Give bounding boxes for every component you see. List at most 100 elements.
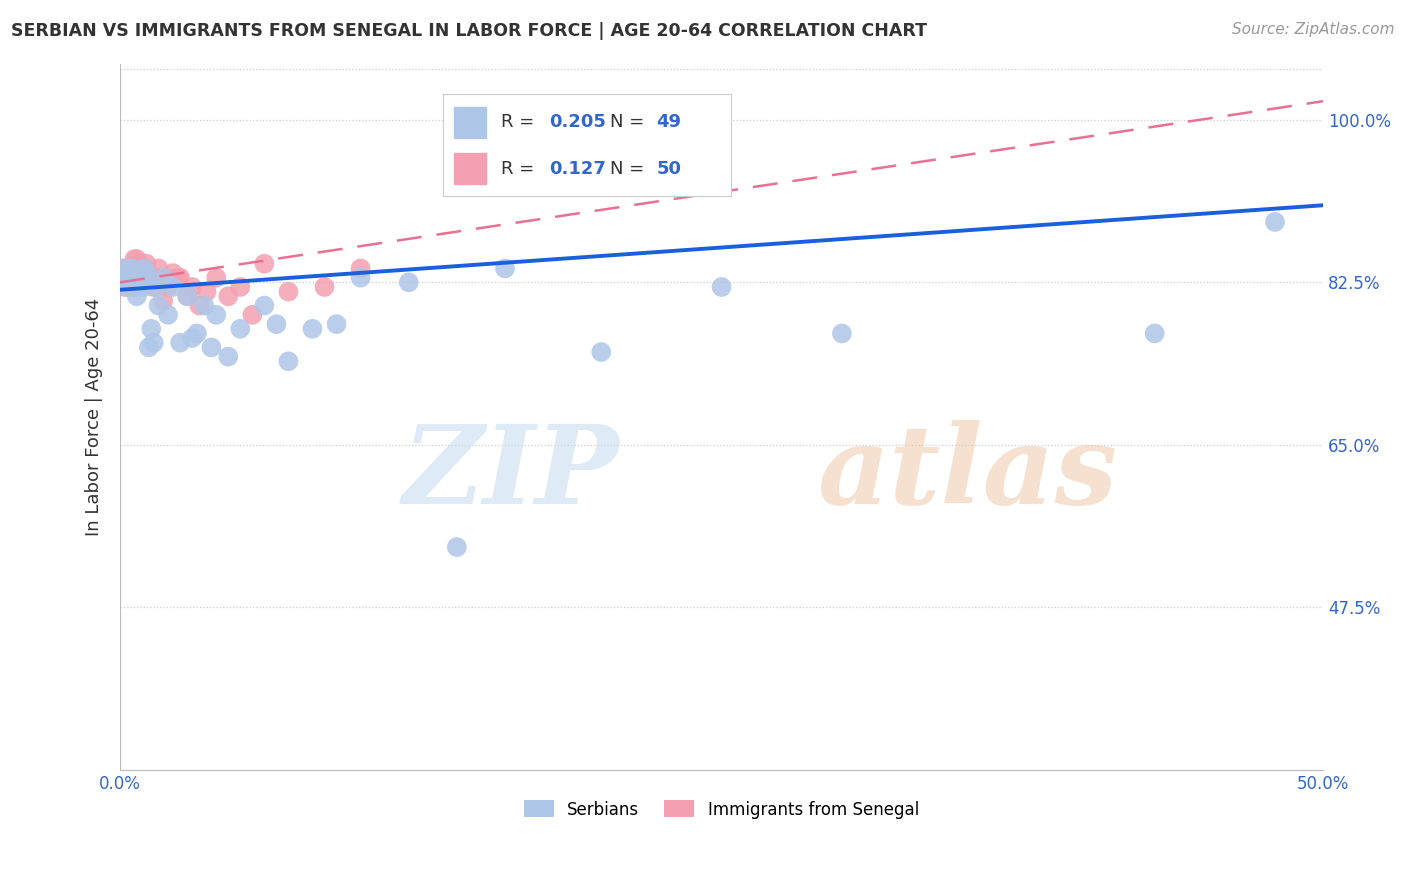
Legend: Serbians, Immigrants from Senegal: Serbians, Immigrants from Senegal xyxy=(517,794,925,825)
Point xyxy=(135,257,157,271)
Point xyxy=(186,326,208,341)
Point xyxy=(142,280,165,294)
Point xyxy=(1143,326,1166,341)
Point xyxy=(710,280,733,294)
Point xyxy=(132,270,155,285)
Point xyxy=(125,266,148,280)
Point xyxy=(121,261,143,276)
Point xyxy=(181,331,204,345)
Point xyxy=(253,257,276,271)
Point xyxy=(114,261,136,276)
Point xyxy=(200,340,222,354)
Point xyxy=(125,270,148,285)
Point xyxy=(149,276,172,290)
Point xyxy=(145,270,167,285)
Point xyxy=(166,270,188,285)
Point xyxy=(118,270,141,285)
Point xyxy=(145,280,167,294)
Point xyxy=(229,280,252,294)
Point xyxy=(121,270,143,285)
Bar xyxy=(454,153,486,184)
Point xyxy=(162,266,184,280)
Point xyxy=(121,261,143,276)
Point xyxy=(162,280,184,294)
Point xyxy=(124,270,146,285)
Text: N =: N = xyxy=(610,113,650,131)
Text: SERBIAN VS IMMIGRANTS FROM SENEGAL IN LABOR FORCE | AGE 20-64 CORRELATION CHART: SERBIAN VS IMMIGRANTS FROM SENEGAL IN LA… xyxy=(11,22,927,40)
Point xyxy=(125,289,148,303)
Point xyxy=(217,350,239,364)
Y-axis label: In Labor Force | Age 20-64: In Labor Force | Age 20-64 xyxy=(86,298,103,536)
Point xyxy=(132,280,155,294)
Text: 0.205: 0.205 xyxy=(550,113,606,131)
Point xyxy=(132,261,155,276)
Point xyxy=(124,252,146,266)
Text: R =: R = xyxy=(501,113,540,131)
Point xyxy=(128,257,150,271)
Point xyxy=(128,266,150,280)
Point xyxy=(277,285,299,299)
Point xyxy=(141,322,163,336)
Point xyxy=(115,276,138,290)
Text: atlas: atlas xyxy=(818,420,1118,527)
Text: ZIP: ZIP xyxy=(402,420,619,527)
Point xyxy=(128,266,150,280)
Point xyxy=(193,299,215,313)
Point xyxy=(253,299,276,313)
Point xyxy=(349,270,371,285)
Text: 50: 50 xyxy=(657,160,681,178)
Point xyxy=(124,280,146,294)
Point xyxy=(169,335,191,350)
Point xyxy=(135,266,157,280)
Point xyxy=(118,270,141,285)
Point xyxy=(138,270,160,285)
Point xyxy=(591,345,613,359)
Point xyxy=(831,326,853,341)
Point xyxy=(398,276,420,290)
Point xyxy=(114,266,136,280)
Point xyxy=(141,276,163,290)
Point xyxy=(181,280,204,294)
Point xyxy=(325,317,347,331)
Point xyxy=(349,261,371,276)
Point xyxy=(131,270,153,285)
Text: N =: N = xyxy=(610,160,650,178)
Point xyxy=(114,280,136,294)
Point xyxy=(157,308,180,322)
Point xyxy=(446,540,468,554)
Point xyxy=(205,308,228,322)
Point xyxy=(124,280,146,294)
Point xyxy=(277,354,299,368)
Text: R =: R = xyxy=(501,160,540,178)
Point xyxy=(125,252,148,266)
Point xyxy=(138,340,160,354)
Point xyxy=(229,322,252,336)
Point xyxy=(132,261,155,276)
Point xyxy=(494,261,516,276)
Point xyxy=(121,266,143,280)
Point xyxy=(114,270,136,285)
Point xyxy=(131,270,153,285)
Point xyxy=(131,266,153,280)
Point xyxy=(176,289,198,303)
Point xyxy=(157,280,180,294)
Point xyxy=(142,335,165,350)
Point xyxy=(152,293,174,308)
Point xyxy=(148,261,170,276)
Point xyxy=(121,276,143,290)
Bar xyxy=(454,107,486,137)
Point xyxy=(301,322,323,336)
Point xyxy=(1264,215,1286,229)
Point xyxy=(152,270,174,285)
Point xyxy=(115,276,138,290)
Point xyxy=(115,280,138,294)
Point xyxy=(115,261,138,276)
Point xyxy=(314,280,336,294)
Point xyxy=(124,270,146,285)
Point xyxy=(118,276,141,290)
Point xyxy=(128,276,150,290)
Point xyxy=(169,270,191,285)
Text: 49: 49 xyxy=(657,113,681,131)
Point xyxy=(176,289,198,303)
Point xyxy=(111,261,134,276)
